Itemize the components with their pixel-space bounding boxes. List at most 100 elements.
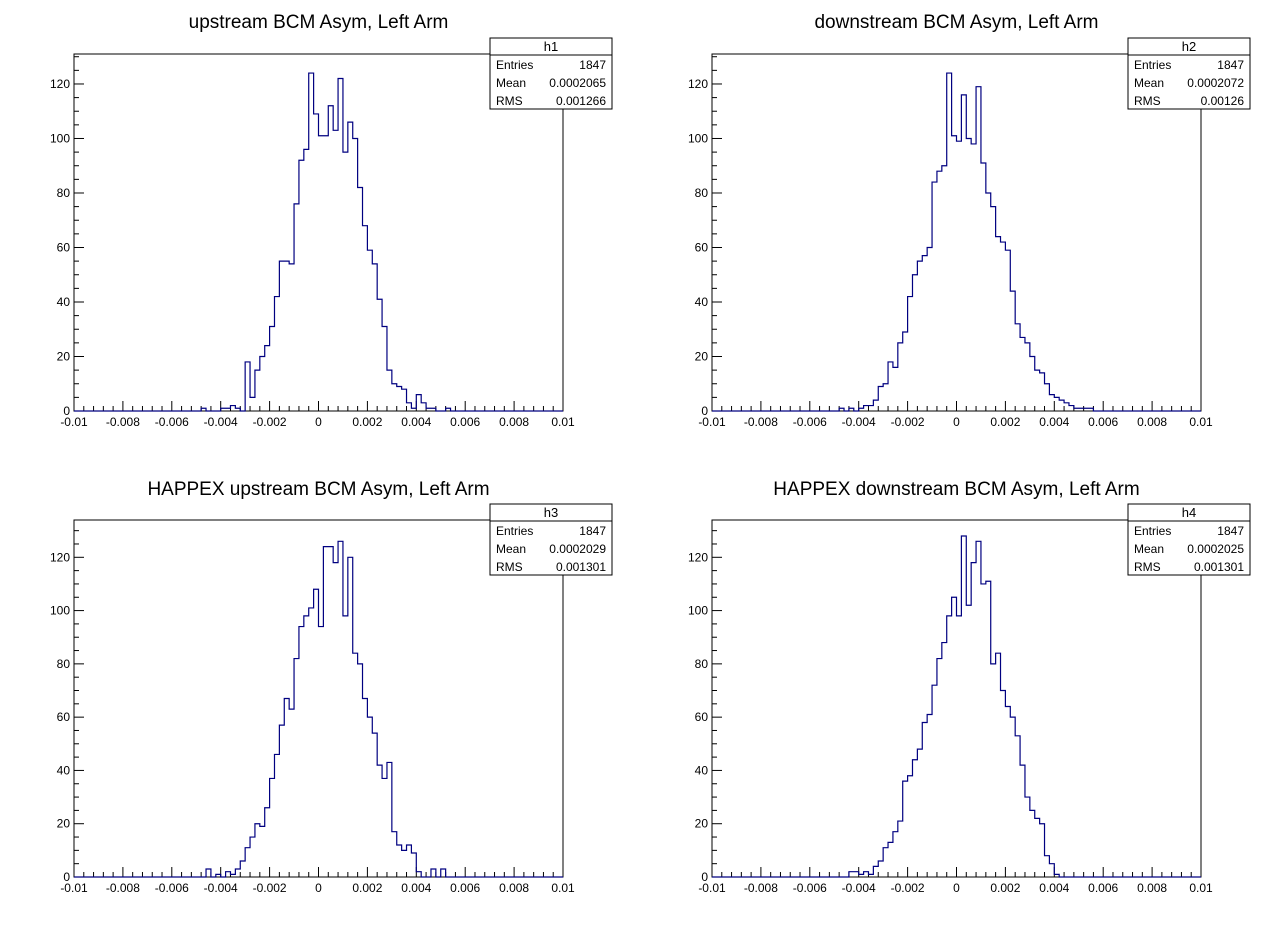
y-tick-label: 0	[63, 404, 70, 418]
stats-entries-label: Entries	[1134, 524, 1171, 538]
stats-hist-name: h1	[544, 39, 558, 54]
x-tick-label: 0.01	[551, 881, 575, 895]
histogram-panel-3: HAPPEX upstream BCM Asym, Left Arm -0.01 -…	[50, 479, 613, 895]
y-tick-label: 40	[695, 763, 709, 777]
stats-rms-label: RMS	[496, 94, 523, 108]
y-tick-label: 80	[695, 186, 709, 200]
x-tick-label: -0.008	[744, 415, 778, 429]
x-tick-label: -0.006	[155, 415, 189, 429]
stats-entries-value: 1847	[579, 524, 606, 538]
x-tick-label: 0.004	[401, 415, 431, 429]
x-tick-label: -0.008	[106, 881, 140, 895]
x-tick-label: -0.002	[253, 415, 287, 429]
y-tick-label: 100	[50, 131, 70, 145]
stats-rms-label: RMS	[1134, 560, 1161, 574]
y-tick-label: 40	[57, 763, 71, 777]
y-tick-label: 60	[57, 240, 71, 254]
x-tick-label: 0.008	[1137, 881, 1167, 895]
y-tick-label: 80	[57, 186, 71, 200]
y-tick-label: 80	[57, 657, 71, 671]
x-tick-label: 0.004	[1039, 881, 1069, 895]
x-tick-label: 0.01	[551, 415, 575, 429]
x-tick-label: 0.01	[1189, 881, 1213, 895]
y-tick-label: 120	[688, 77, 708, 91]
x-tick-label: -0.01	[698, 415, 726, 429]
x-tick-label: -0.01	[698, 881, 726, 895]
y-tick-label: 100	[50, 604, 70, 618]
stats-box-frame	[1127, 37, 1251, 110]
y-tick-label: 100	[688, 604, 708, 618]
x-tick-label: 0	[315, 881, 322, 895]
y-tick-label: 0	[701, 870, 708, 884]
stats-hist-name: h4	[1182, 505, 1196, 520]
x-tick-label: -0.004	[842, 415, 876, 429]
stats-mean-label: Mean	[1134, 542, 1164, 556]
chart-title: downstream BCM Asym, Left Arm	[814, 12, 1098, 33]
stats-box: h2 Entries 1847 Mean 0.0002072 RMS 0.00126	[1127, 37, 1251, 110]
histogram-outline	[712, 535, 1201, 878]
histogram-panel-2: downstream BCM Asym, Left Arm -0.01 -0.008…	[688, 12, 1251, 429]
x-tick-label: 0	[315, 415, 322, 429]
y-tick-label: 20	[695, 817, 709, 831]
y-tick-label: 120	[688, 550, 708, 564]
histogram-panel-4: HAPPEX downstream BCM Asym, Left Arm -0.0…	[688, 479, 1251, 895]
stats-entries-label: Entries	[496, 58, 533, 72]
x-tick-label: 0.002	[352, 415, 382, 429]
stats-box: h4 Entries 1847 Mean 0.0002025 RMS 0.001301	[1127, 503, 1251, 576]
stats-entries-value: 1847	[579, 58, 606, 72]
stats-entries-value: 1847	[1217, 58, 1244, 72]
x-tick-label: -0.006	[793, 415, 827, 429]
stats-mean-label: Mean	[1134, 76, 1164, 90]
stats-box: h1 Entries 1847 Mean 0.0002065 RMS 0.001266	[489, 37, 613, 110]
x-tick-label: -0.008	[744, 881, 778, 895]
x-tick-label: 0	[953, 881, 960, 895]
x-tick-label: 0.002	[990, 881, 1020, 895]
stats-rms-value: 0.00126	[1201, 94, 1245, 108]
x-tick-label: 0.002	[990, 415, 1020, 429]
x-tick-label: -0.002	[253, 881, 287, 895]
x-tick-label: -0.002	[891, 415, 925, 429]
x-tick-label: 0.004	[1039, 415, 1069, 429]
x-tick-label: -0.004	[204, 415, 238, 429]
x-tick-label: -0.01	[60, 415, 88, 429]
x-tick-label: -0.006	[793, 881, 827, 895]
y-tick-label: 20	[695, 349, 709, 363]
x-tick-label: -0.004	[842, 881, 876, 895]
x-tick-label: 0.006	[1088, 881, 1118, 895]
x-tick-label: -0.01	[60, 881, 88, 895]
x-tick-label: -0.008	[106, 415, 140, 429]
stats-hist-name: h2	[1182, 39, 1196, 54]
y-tick-label: 20	[57, 349, 71, 363]
x-tick-label: 0.006	[1088, 415, 1118, 429]
stats-box: h3 Entries 1847 Mean 0.0002029 RMS 0.001301	[489, 503, 613, 576]
y-tick-label: 120	[50, 550, 70, 564]
histogram-outline	[74, 72, 563, 412]
chart-title: upstream BCM Asym, Left Arm	[189, 12, 449, 33]
x-tick-label: 0	[953, 415, 960, 429]
stats-hist-name: h3	[544, 505, 558, 520]
x-tick-label: 0.008	[499, 415, 529, 429]
stats-box-frame	[489, 503, 613, 576]
stats-rms-value: 0.001266	[556, 94, 606, 108]
y-tick-label: 80	[695, 657, 709, 671]
y-tick-label: 100	[688, 131, 708, 145]
stats-entries-label: Entries	[496, 524, 533, 538]
x-tick-label: 0.006	[450, 415, 480, 429]
x-tick-label: -0.002	[891, 881, 925, 895]
stats-rms-label: RMS	[496, 560, 523, 574]
stats-mean-value: 0.0002072	[1187, 76, 1244, 90]
stats-mean-value: 0.0002065	[549, 76, 606, 90]
y-tick-label: 60	[695, 240, 709, 254]
x-tick-label: -0.004	[204, 881, 238, 895]
x-tick-label: -0.006	[155, 881, 189, 895]
chart-title: HAPPEX downstream BCM Asym, Left Arm	[773, 479, 1139, 500]
stats-mean-label: Mean	[496, 76, 526, 90]
stats-entries-label: Entries	[1134, 58, 1171, 72]
y-tick-label: 0	[63, 870, 70, 884]
stats-rms-value: 0.001301	[556, 560, 606, 574]
x-tick-label: 0.008	[499, 881, 529, 895]
y-tick-label: 40	[695, 295, 709, 309]
stats-rms-label: RMS	[1134, 94, 1161, 108]
x-tick-label: 0.01	[1189, 415, 1213, 429]
